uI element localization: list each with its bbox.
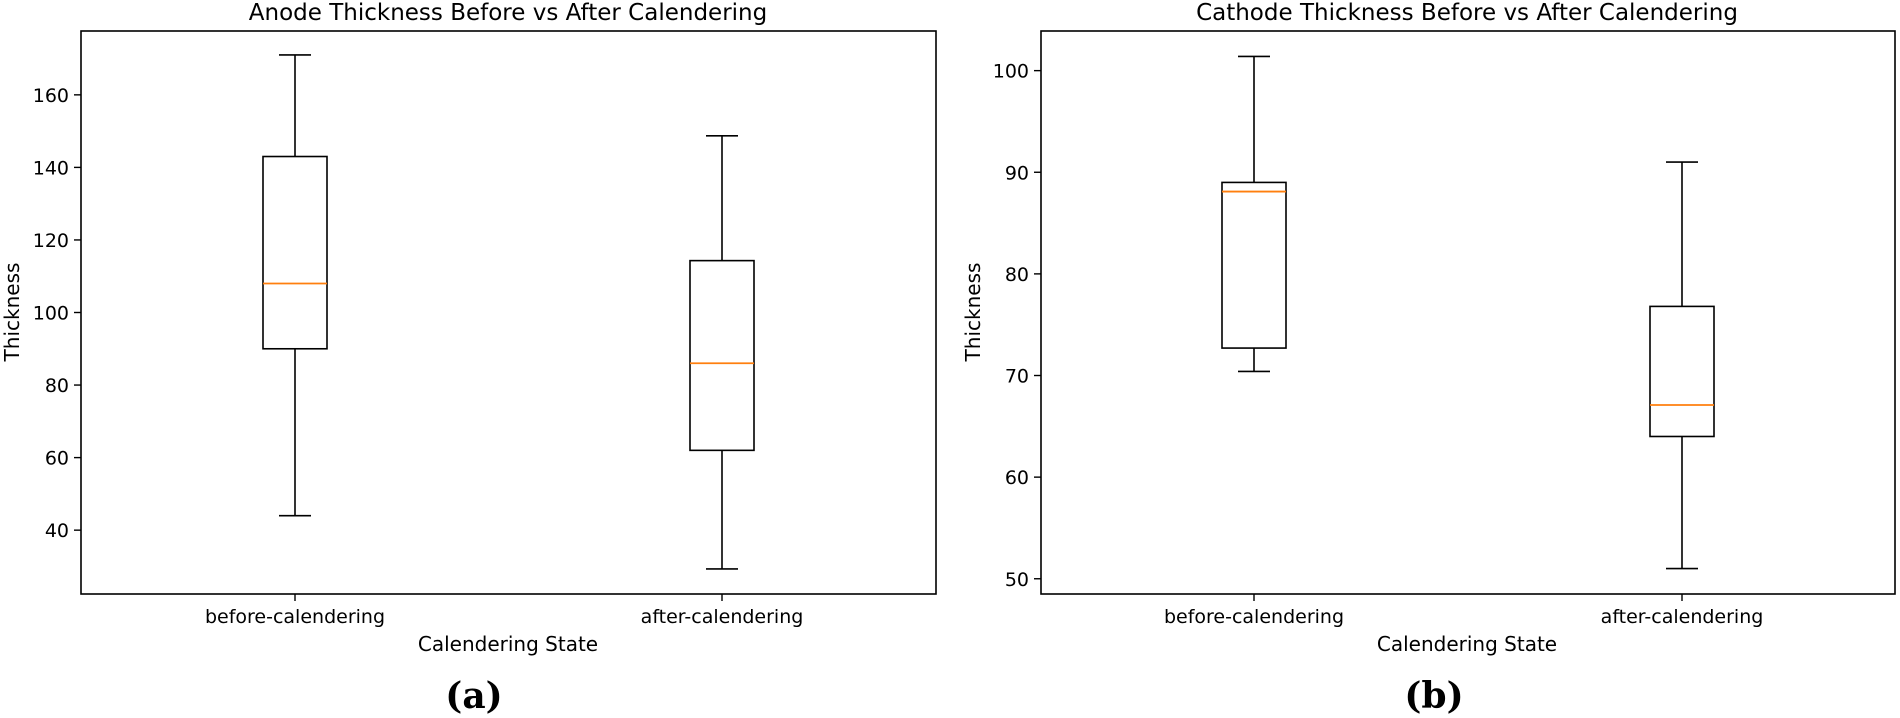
chart-b-caption: (b) [1404, 675, 1463, 717]
chart-b-ytick-label: 80 [1005, 264, 1029, 286]
chart-b-ytick-label: 50 [1005, 569, 1029, 591]
chart-b-ytick-label: 100 [993, 61, 1029, 83]
chart-b-box [1649, 305, 1715, 438]
chart-a-box [262, 155, 328, 350]
chart-b-title: Cathode Thickness Before vs After Calend… [1196, 0, 1738, 26]
chart-b-ylabel: Thickness [961, 263, 985, 363]
chart-a-box [689, 259, 755, 452]
chart-b-ytick-label: 60 [1005, 467, 1029, 489]
chart-a-ylabel: Thickness [0, 263, 24, 363]
chart-a-axes-frame [80, 30, 937, 595]
chart-b-plot: 50 60 70 80 90 100 before-calendering after-cal… [993, 30, 1896, 628]
chart-a-plot: 40 60 80 100 120 140 160 before-calendering afte… [33, 30, 937, 628]
chart-b-ytick-label: 90 [1005, 162, 1029, 184]
chart-b-xtick-label: before-calendering [1164, 606, 1344, 628]
chart-b-box [1221, 181, 1287, 349]
chart-a-ytick-label: 80 [45, 375, 69, 397]
chart-a-xtick-label: after-calendering [641, 606, 804, 628]
chart-b-xlabel: Calendering State [1377, 632, 1557, 656]
chart-a-ytick-label: 140 [33, 157, 69, 179]
chart-a-ytick-label: 160 [33, 85, 69, 107]
chart-b-xtick-label: after-calendering [1601, 606, 1764, 628]
chart-a-ytick-label: 120 [33, 230, 69, 252]
chart-a-xtick-label: before-calendering [205, 606, 385, 628]
chart-b-ytick-label: 70 [1005, 366, 1029, 388]
chart-a-xlabel: Calendering State [418, 632, 598, 656]
chart-a-ytick-label: 60 [45, 448, 69, 470]
chart-a-ytick-label: 100 [33, 303, 69, 325]
chart-b-axes-frame [1040, 30, 1896, 595]
chart-a-ytick-label: 40 [45, 520, 69, 542]
chart-a-caption: (a) [445, 675, 502, 717]
chart-a-title: Anode Thickness Before vs After Calender… [249, 0, 767, 26]
